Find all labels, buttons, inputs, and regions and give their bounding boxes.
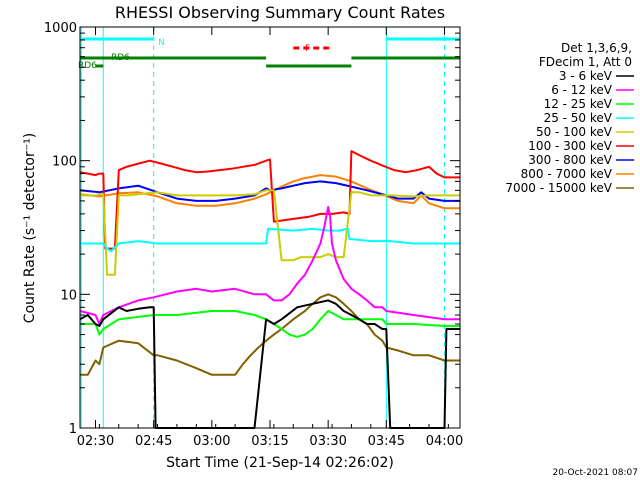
annotation-1: RD6 <box>78 61 97 71</box>
series-line-1 <box>79 206 460 325</box>
series-layer <box>79 150 460 429</box>
series-line-0 <box>79 299 460 429</box>
x-tick-label-4: 03:30 <box>309 434 346 449</box>
status-bars: RD6 RD6 N F <box>78 37 460 71</box>
y-tick-label-0: 1 <box>69 422 77 437</box>
legend-label-7: 800 - 7000 keV <box>521 167 613 181</box>
legend: Det 1,3,6,9, FDecim 1, Att 0 3 - 6 keV6 … <box>505 41 634 195</box>
legend-label-6: 300 - 800 keV <box>528 153 612 167</box>
annotation-2: N <box>158 38 165 48</box>
legend-label-0: 3 - 6 keV <box>559 69 613 83</box>
series-line-3 <box>80 227 460 253</box>
y-tick-label-2: 100 <box>52 155 77 170</box>
legend-label-5: 100 - 300 keV <box>528 139 612 153</box>
annotation-0: RD6 <box>111 53 130 63</box>
series-line-4 <box>80 189 460 276</box>
y-axis: 1 10 100 1000 <box>44 21 460 437</box>
legend-label-4: 50 - 100 keV <box>536 125 613 139</box>
y-tick-label-1: 10 <box>60 288 77 303</box>
x-axis: 02:30 02:45 03:00 03:15 03:30 03:45 04:00 <box>77 27 463 449</box>
x-tick-label-3: 03:15 <box>251 434 288 449</box>
legend-header-line-2: FDecim 1, Att 0 <box>539 55 632 69</box>
x-tick-label-1: 02:45 <box>135 434 172 449</box>
legend-label-8: 7000 - 15000 keV <box>505 181 612 195</box>
y-axis-label: Count Rate (s⁻¹ detector⁻¹) <box>22 133 38 323</box>
y-tick-label-3: 1000 <box>44 21 77 36</box>
legend-label-3: 25 - 50 keV <box>544 111 613 125</box>
series-line-7 <box>79 174 460 210</box>
chart-title: RHESSI Observing Summary Count Rates <box>115 3 445 22</box>
annotation-3: F <box>305 44 310 54</box>
x-tick-label-5: 03:45 <box>368 434 405 449</box>
x-tick-label-6: 04:00 <box>426 434 463 449</box>
legend-label-2: 12 - 25 keV <box>544 97 613 111</box>
x-axis-label: Start Time (21-Sep-14 02:26:02) <box>166 455 394 471</box>
legend-label-1: 6 - 12 keV <box>551 83 613 97</box>
footer-timestamp: 20-Oct-2021 08:07 <box>553 468 638 478</box>
legend-header-line-1: Det 1,3,6,9, <box>561 41 632 55</box>
x-tick-label-2: 03:00 <box>193 434 230 449</box>
series-line-2 <box>80 310 460 338</box>
x-tick-label-0: 02:30 <box>77 434 114 449</box>
